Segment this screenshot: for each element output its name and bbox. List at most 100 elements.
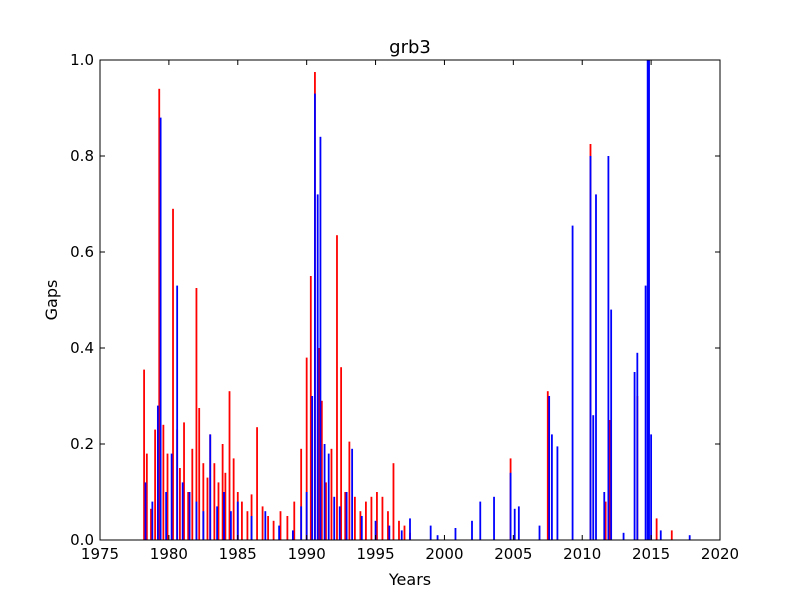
bar [232,458,235,540]
bar [604,501,607,540]
bar [688,535,691,540]
bar [336,235,338,540]
plot-frame [99,59,721,541]
bar [195,501,198,540]
x-tick-label: 1975 [81,545,119,563]
bar [188,492,191,540]
bar [278,525,281,540]
bar [206,477,209,540]
bar [279,511,282,540]
bar [224,472,227,540]
x-tick-label: 2020 [701,545,739,563]
bar [387,511,389,540]
bar [454,528,457,540]
bar [644,285,647,540]
bar [360,516,363,540]
bar [403,525,406,540]
bar [659,530,662,540]
bar [333,496,336,540]
bar [351,448,354,540]
bar [223,492,225,540]
bar [151,501,154,540]
x-tick-label: 1985 [219,545,257,563]
bar [202,463,205,540]
bar [633,372,636,540]
bar [150,508,152,540]
bar [345,492,348,540]
bar [398,520,400,540]
bar [388,525,391,540]
y-axis-label: Gaps [42,280,61,321]
bar [479,501,482,540]
bar [261,506,264,540]
x-tick-label: 1990 [288,545,326,563]
bar [165,492,168,540]
bar [305,492,308,540]
bar [267,516,269,540]
bar [493,496,495,540]
bar [546,391,549,540]
bar [348,441,351,540]
bar [305,357,308,540]
x-tick-label: 2000 [425,545,463,563]
bar [213,463,216,540]
bar [392,463,395,540]
bar [509,472,512,540]
plot-area [100,60,720,540]
bar [191,448,194,540]
bar [648,60,650,540]
y-tick-label: 0.2 [70,435,94,453]
y-tick-label: 0.6 [70,243,94,261]
series-blue-bars [144,60,691,541]
y-axis: 0.0 0.2 0.4 0.6 0.8 1.0 [70,51,720,549]
bar [256,427,258,540]
bar [670,530,673,540]
bar [300,448,303,540]
bar [162,424,165,540]
bar [517,506,520,540]
bar [221,444,224,540]
bar [365,501,367,540]
bar [228,391,231,540]
bar [318,348,320,540]
bar [198,408,201,540]
bar [316,194,319,540]
bar [344,492,347,540]
bar [409,518,411,540]
x-axis: 1975 1980 1985 1990 1995 2000 2005 2010 2015 2020 [81,60,739,563]
bar [286,516,289,540]
bar [209,434,212,540]
bar [145,453,148,540]
bar [374,520,377,540]
bar [340,367,343,540]
bar [300,506,303,540]
bar [551,434,553,540]
bar [172,208,174,541]
bar [589,156,592,540]
bar [156,405,159,540]
bar [309,276,312,540]
bar [556,446,559,540]
y-tick-label: 0.8 [70,147,94,165]
bar [202,511,205,540]
bar [513,508,516,540]
bar [400,530,403,540]
bar [291,530,294,540]
bar [236,501,239,540]
bar [314,93,316,540]
bar [176,285,179,540]
bar [166,453,169,540]
bar [376,492,378,540]
bar [143,369,145,540]
bar [159,117,162,540]
bar [327,453,330,540]
bar [293,501,296,540]
bar [250,516,253,540]
x-tick-label: 2005 [494,545,532,563]
bar [320,400,323,540]
bar [325,482,327,540]
bar [370,496,373,540]
bar [592,415,595,540]
bar [548,396,551,540]
bar [241,501,243,540]
